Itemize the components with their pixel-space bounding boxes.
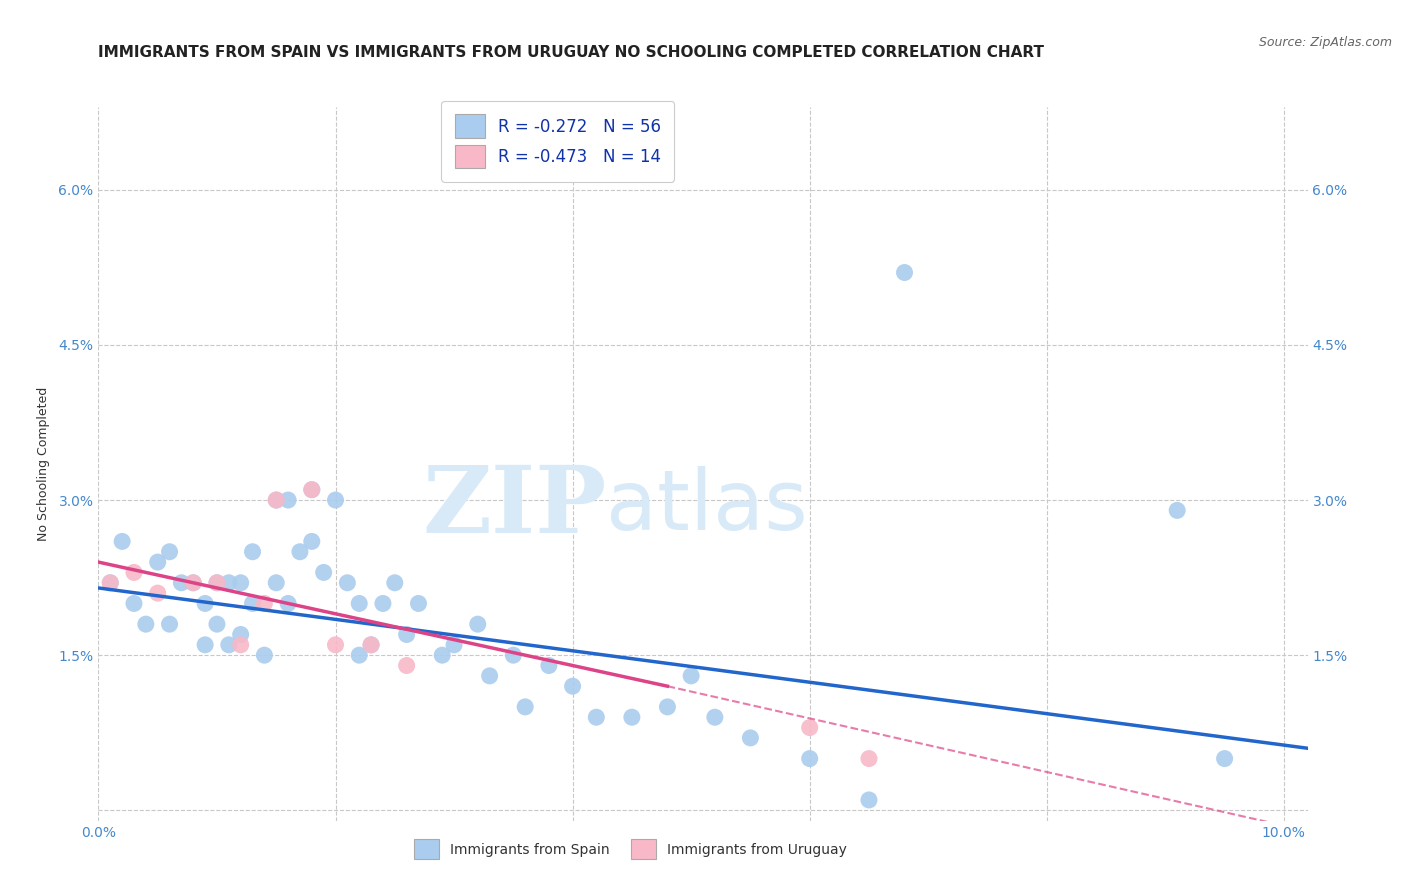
Point [893, 266, 915, 280]
Point [515, 699, 537, 714]
Text: ZIP: ZIP [422, 462, 606, 551]
Point [799, 721, 821, 735]
Y-axis label: No Schooling Completed: No Schooling Completed [37, 387, 51, 541]
Point [170, 575, 193, 590]
Point [229, 627, 252, 641]
Point [242, 597, 264, 611]
Point [277, 597, 299, 611]
Point [146, 586, 169, 600]
Point [181, 575, 204, 590]
Point [205, 617, 228, 632]
Point [301, 534, 323, 549]
Point [264, 493, 287, 508]
Point [395, 658, 418, 673]
Text: IMMIGRANTS FROM SPAIN VS IMMIGRANTS FROM URUGUAY NO SCHOOLING COMPLETED CORRELAT: IMMIGRANTS FROM SPAIN VS IMMIGRANTS FROM… [98, 45, 1045, 60]
Point [681, 669, 703, 683]
Point [502, 648, 524, 662]
Point [585, 710, 607, 724]
Point [301, 483, 323, 497]
Point [253, 648, 276, 662]
Point [205, 575, 228, 590]
Point [1213, 751, 1236, 765]
Point [122, 566, 145, 580]
Point [159, 617, 181, 632]
Point [205, 575, 228, 590]
Point [325, 638, 347, 652]
Point [135, 617, 157, 632]
Point [218, 575, 240, 590]
Point [740, 731, 762, 745]
Point [218, 638, 240, 652]
Point [301, 483, 323, 497]
Point [432, 648, 454, 662]
Point [253, 597, 276, 611]
Point [703, 710, 725, 724]
Point [561, 679, 583, 693]
Point [395, 627, 418, 641]
Point [467, 617, 489, 632]
Point [443, 638, 465, 652]
Point [98, 575, 121, 590]
Point [360, 638, 382, 652]
Point [194, 638, 217, 652]
Point [111, 534, 134, 549]
Point [347, 597, 370, 611]
Text: Source: ZipAtlas.com: Source: ZipAtlas.com [1258, 36, 1392, 49]
Point [181, 575, 204, 590]
Point [336, 575, 359, 590]
Point [408, 597, 430, 611]
Point [146, 555, 169, 569]
Point [122, 597, 145, 611]
Legend: Immigrants from Spain, Immigrants from Uruguay: Immigrants from Spain, Immigrants from U… [406, 830, 855, 867]
Point [194, 597, 217, 611]
Point [384, 575, 406, 590]
Point [229, 575, 252, 590]
Point [312, 566, 335, 580]
Text: atlas: atlas [606, 467, 808, 547]
Point [620, 710, 643, 724]
Point [288, 545, 311, 559]
Point [858, 793, 880, 807]
Point [277, 493, 299, 508]
Point [371, 597, 394, 611]
Point [478, 669, 501, 683]
Point [264, 575, 287, 590]
Point [799, 751, 821, 765]
Point [264, 493, 287, 508]
Point [347, 648, 370, 662]
Point [537, 658, 560, 673]
Point [229, 638, 252, 652]
Point [242, 545, 264, 559]
Point [1166, 503, 1188, 517]
Point [360, 638, 382, 652]
Point [98, 575, 121, 590]
Point [325, 493, 347, 508]
Point [858, 751, 880, 765]
Point [159, 545, 181, 559]
Point [657, 699, 679, 714]
